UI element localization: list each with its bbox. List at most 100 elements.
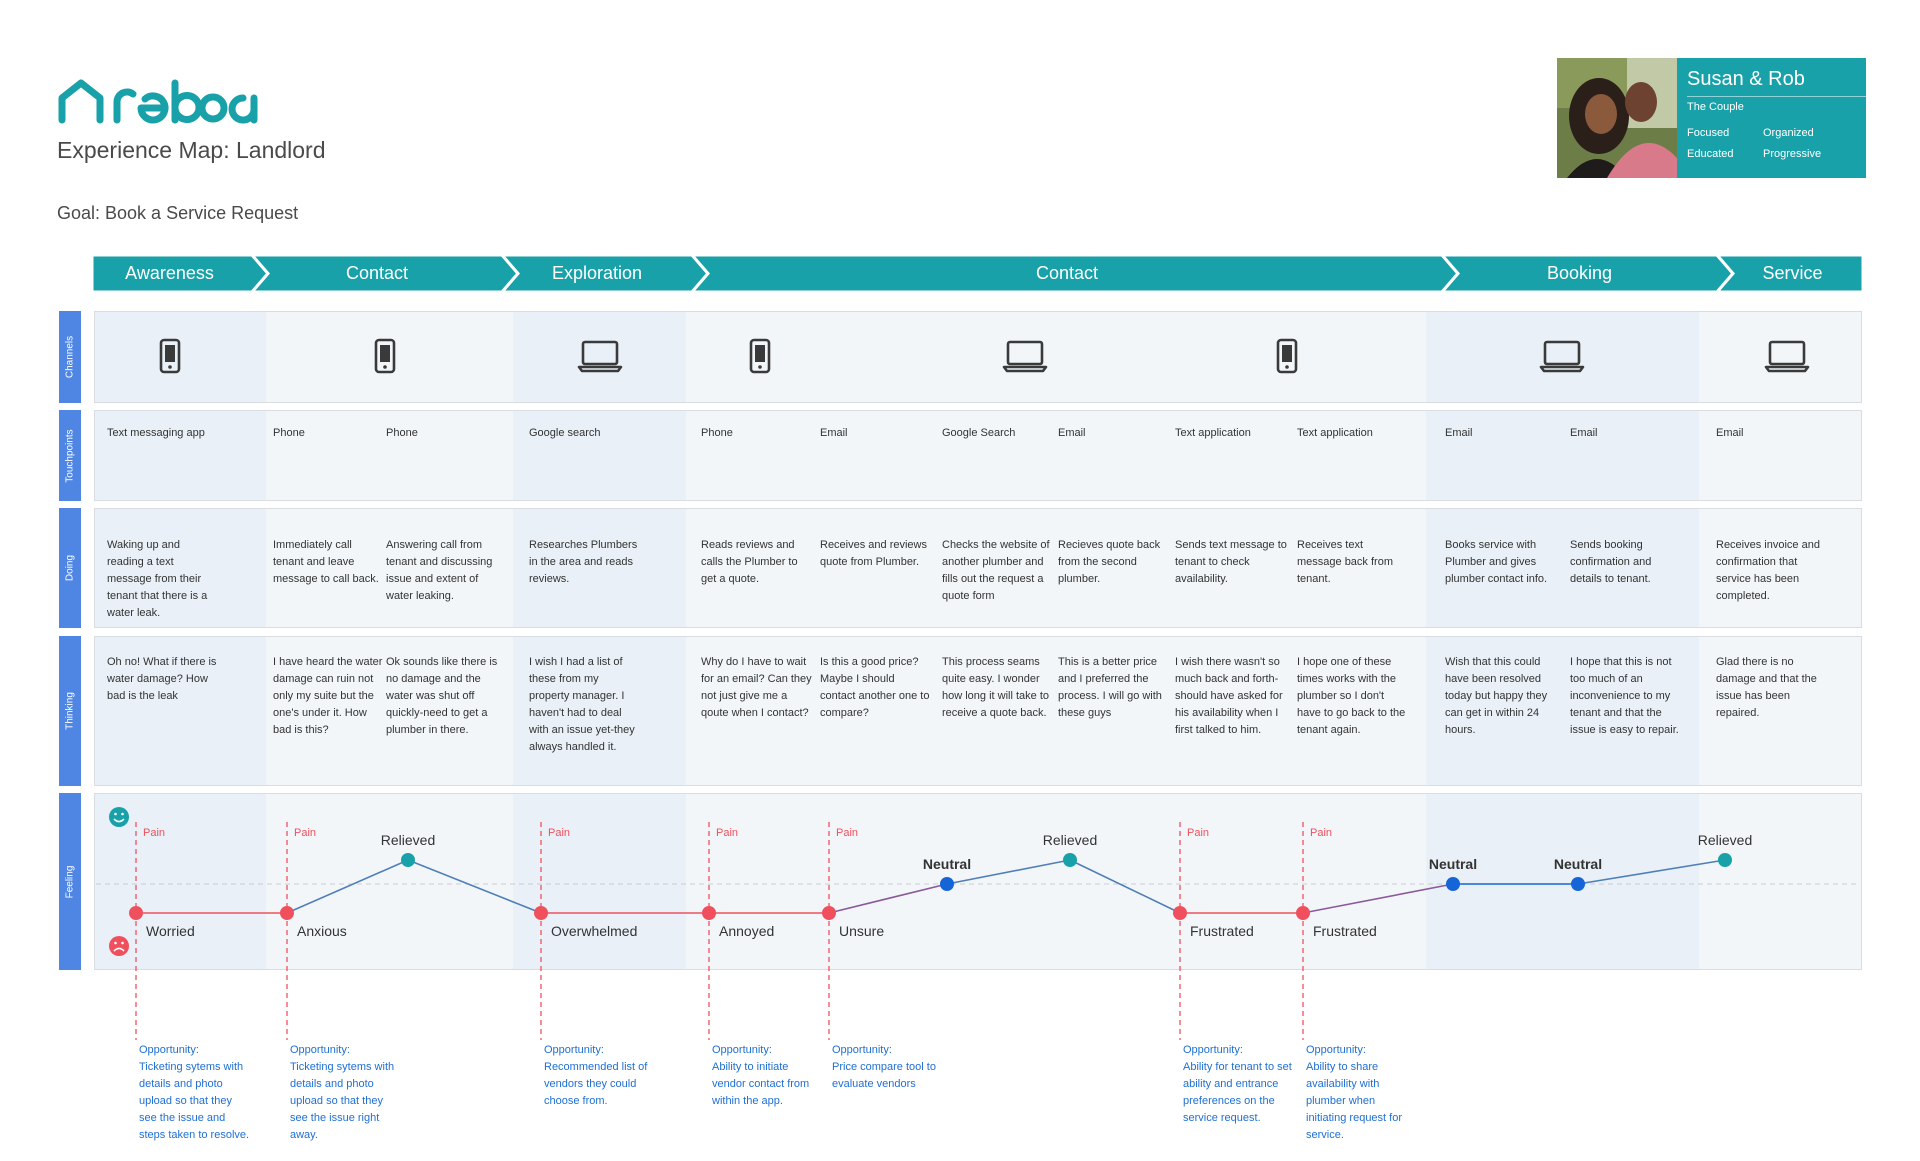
thinking-cell: Why do I have to wait for an email? Can …: [701, 656, 812, 719]
stage-chevron: [1440, 255, 1735, 292]
stage-shade: [1426, 794, 1699, 969]
thinking-cell: I hope that this is not too much of an i…: [1570, 656, 1679, 736]
feeling-point: [280, 906, 294, 920]
feeling-label: Anxious: [297, 923, 347, 939]
feeling-point: [940, 877, 954, 891]
doing-cell: Receives invoice and confirmation that s…: [1716, 539, 1820, 602]
thinking-cell: Ok sounds like there is no damage and th…: [386, 656, 498, 736]
opportunity-note: Opportunity: Price compare tool to evalu…: [832, 1044, 936, 1090]
stage-bar: Awareness Contact Exploration Contact Bo…: [92, 255, 1863, 292]
opportunity-note: Opportunity: Recommended list of vendors…: [544, 1044, 648, 1107]
row-label-channels: Channels: [59, 311, 81, 403]
touchpoint-cell: Phone: [273, 427, 305, 439]
thinking-cell: Wish that this could have been resolved …: [1445, 656, 1548, 736]
stage-shade: [513, 637, 686, 785]
pain-label: Pain: [294, 827, 316, 839]
feeling-point: [822, 906, 836, 920]
thinking-cell: I have heard the water damage can ruin n…: [273, 656, 383, 736]
row-label-thinking: Thinking: [59, 636, 81, 786]
persona-name: Susan & Rob: [1687, 68, 1805, 90]
touchpoint-cell: Google search: [529, 427, 601, 439]
phone-icon: [374, 338, 396, 379]
happy-face-eye: [121, 812, 124, 816]
stage-shade: [1426, 637, 1699, 785]
touchpoint-cell: Text application: [1297, 427, 1373, 439]
feeling-point: [1446, 877, 1460, 891]
persona-divider: [1687, 96, 1866, 97]
doing-cell: Answering call from tenant and discussin…: [386, 539, 493, 602]
feeling-label: Neutral: [923, 856, 971, 872]
row-label-feeling: Feeling: [59, 793, 81, 970]
feeling-label: Unsure: [839, 923, 884, 939]
stage-shade: [95, 312, 266, 402]
happy-face-eye: [114, 812, 117, 816]
persona-photo: [1557, 58, 1677, 178]
stage-chevron: [500, 255, 710, 292]
stage-service: Service: [1762, 263, 1823, 283]
doing-cell: Waking up and reading a text message fro…: [107, 539, 208, 619]
thinking-cell: Is this a good price? Maybe I should con…: [820, 656, 930, 719]
stage-shade: [1426, 312, 1699, 402]
feeling-label: Relieved: [381, 832, 435, 848]
phone-icon: [749, 338, 771, 379]
happy-face-icon: [109, 807, 129, 827]
feeling-point: [129, 906, 143, 920]
feeling-segment: [407, 859, 542, 914]
opportunity-note: Opportunity: Ability to share availabili…: [1306, 1044, 1402, 1141]
thinking-cell: I wish there wasn't so much back and for…: [1175, 656, 1283, 736]
thinking-cell: This is a better price and I preferred t…: [1058, 656, 1162, 719]
feeling-point: [1063, 853, 1077, 867]
stage-awareness: Awareness: [125, 263, 214, 283]
feeling-point: [1571, 877, 1585, 891]
feeling-point: [401, 853, 415, 867]
feeling-point: [1718, 853, 1732, 867]
feeling-point: [702, 906, 716, 920]
feeling-label: Frustrated: [1190, 923, 1254, 939]
feeling-label: Relieved: [1698, 832, 1752, 848]
touchpoint-cell: Email: [1058, 427, 1086, 439]
thinking-cell: I hope one of these times works with the…: [1297, 656, 1406, 736]
feeling-label: Worried: [146, 923, 195, 939]
page-title: Experience Map: Landlord: [57, 137, 326, 163]
laptop-icon: [577, 339, 623, 378]
thinking-row: [94, 636, 1862, 786]
stage-contact: Contact: [345, 263, 409, 283]
stage-shade: [95, 637, 266, 785]
feeling-segment: [1069, 859, 1181, 914]
stage-shade: [95, 509, 266, 627]
feeling-point: [1173, 906, 1187, 920]
thinking-cell: Oh no! What if there is water damage? Ho…: [107, 656, 217, 702]
pain-label: Pain: [716, 827, 738, 839]
row-label-touchpoints: Touchpoints: [59, 410, 81, 501]
doing-cell: Receives and reviews quote from Plumber.: [820, 539, 927, 568]
sad-face-icon: [109, 936, 129, 956]
feeling-label: Neutral: [1554, 856, 1602, 872]
opportunity-note: Opportunity: Ability to initiate vendor …: [712, 1044, 810, 1107]
feeling-label: Neutral: [1429, 856, 1477, 872]
touchpoint-cell: Text application: [1175, 427, 1251, 439]
feeling-label: Relieved: [1043, 832, 1097, 848]
touchpoint-cell: Google Search: [942, 427, 1016, 439]
stage-shade: [513, 411, 686, 500]
feeling-segment: [828, 883, 948, 914]
stage-shade: [1426, 411, 1699, 500]
stage-chevron: [1715, 255, 1863, 292]
sad-face-mouth: [113, 947, 125, 952]
doing-cell: Checks the website of another plumber an…: [942, 539, 1050, 602]
channels-row: [94, 311, 1862, 403]
feeling-segment: [1577, 859, 1726, 885]
persona-card: Susan & Rob The Couple Focused Organized…: [1557, 58, 1866, 178]
doing-cell: Reads reviews and calls the Plumber to g…: [701, 539, 798, 585]
sad-face-eye: [121, 941, 124, 945]
stage-shade: [95, 411, 266, 500]
stage-contact: Contact: [1035, 263, 1099, 283]
persona-trait: Progressive: [1763, 148, 1822, 160]
stage-chevron: [690, 255, 1460, 292]
opportunity-note: Opportunity: Ticketing sytems with detai…: [139, 1044, 250, 1141]
doing-cell: Immediately call tenant and leave messag…: [273, 539, 379, 585]
stage-chevrons: [92, 255, 1863, 292]
feeling-point: [534, 906, 548, 920]
touchpoint-cell: Email: [1716, 427, 1744, 439]
laptop-icon: [1764, 339, 1810, 378]
